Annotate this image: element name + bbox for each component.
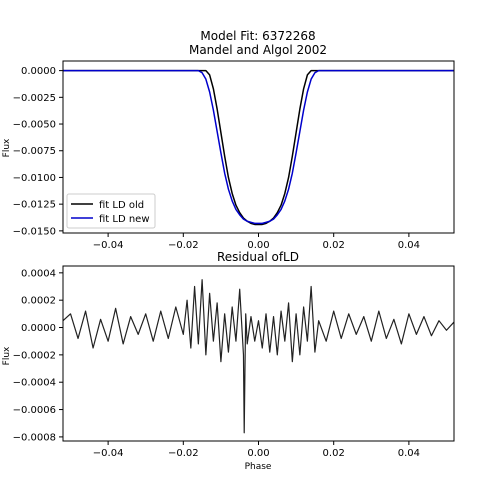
y-tick-label: 0.0004	[21, 268, 56, 279]
x-tick-label: −0.04	[93, 448, 124, 459]
legend-box	[66, 193, 156, 229]
y-tick-label: 0.0000	[21, 66, 56, 77]
chart-title: Residual ofLD	[217, 250, 299, 264]
residual-panel: Residual ofLD Flux Phase −0.04 −0.02 0.00 0…	[2, 250, 455, 472]
series-group	[62, 279, 455, 434]
y-axis-label: Flux	[2, 346, 12, 365]
y-axis-ticks: 0.0004 0.0002 0.0000 −0.0002 −0.0004 −0.0006 −…	[13, 268, 63, 443]
x-tick-label: −0.04	[93, 240, 124, 251]
legend-label-old: fit LD old	[99, 200, 144, 211]
x-tick-label: 0.04	[398, 240, 420, 251]
series-group	[63, 69, 454, 226]
series-line-1	[63, 69, 454, 226]
y-tick-label: −0.0150	[13, 226, 56, 237]
y-tick-label: −0.0075	[13, 146, 56, 157]
x-tick-label: −0.02	[168, 448, 199, 459]
series-line-1	[62, 279, 455, 434]
plot-frame	[62, 265, 455, 442]
x-tick-label: 0.00	[247, 240, 269, 251]
legend-label-new: fit LD new	[99, 214, 150, 225]
y-tick-label: −0.0004	[13, 378, 56, 389]
y-axis-label: Flux	[2, 138, 12, 157]
y-axis-ticks: 0.0000 −0.0025 −0.0050 −0.0075 −0.0100 −0.012…	[13, 66, 63, 237]
model-fit-panel: Model Fit: 6372268 Mandel and Algol 2002…	[2, 29, 455, 251]
x-tick-label: 0.02	[323, 448, 345, 459]
x-axis-ticks: −0.04 −0.02 0.00 0.02 0.04	[93, 233, 420, 251]
chart-subtitle: Mandel and Algol 2002	[189, 43, 327, 57]
chart-title: Model Fit: 6372268	[200, 29, 315, 43]
y-tick-label: −0.0100	[13, 173, 56, 184]
x-tick-label: 0.02	[323, 240, 345, 251]
plot-frame	[62, 60, 455, 234]
legend: fit LD old fit LD new	[66, 193, 156, 229]
y-tick-label: −0.0002	[13, 350, 56, 361]
y-tick-label: −0.0006	[13, 405, 56, 416]
x-tick-label: 0.04	[398, 448, 420, 459]
y-tick-label: −0.0025	[13, 93, 56, 104]
y-tick-label: 0.0000	[21, 323, 56, 334]
x-axis-label: Phase	[245, 462, 272, 472]
y-tick-label: −0.0125	[13, 200, 56, 211]
x-tick-label: 0.00	[247, 448, 269, 459]
y-tick-label: −0.0050	[13, 120, 56, 131]
y-tick-label: −0.0008	[13, 432, 56, 443]
x-tick-label: −0.02	[168, 240, 199, 251]
series-line-2	[63, 69, 454, 225]
y-tick-label: 0.0002	[21, 296, 56, 307]
x-axis-ticks: −0.04 −0.02 0.00 0.02 0.04	[93, 441, 420, 459]
